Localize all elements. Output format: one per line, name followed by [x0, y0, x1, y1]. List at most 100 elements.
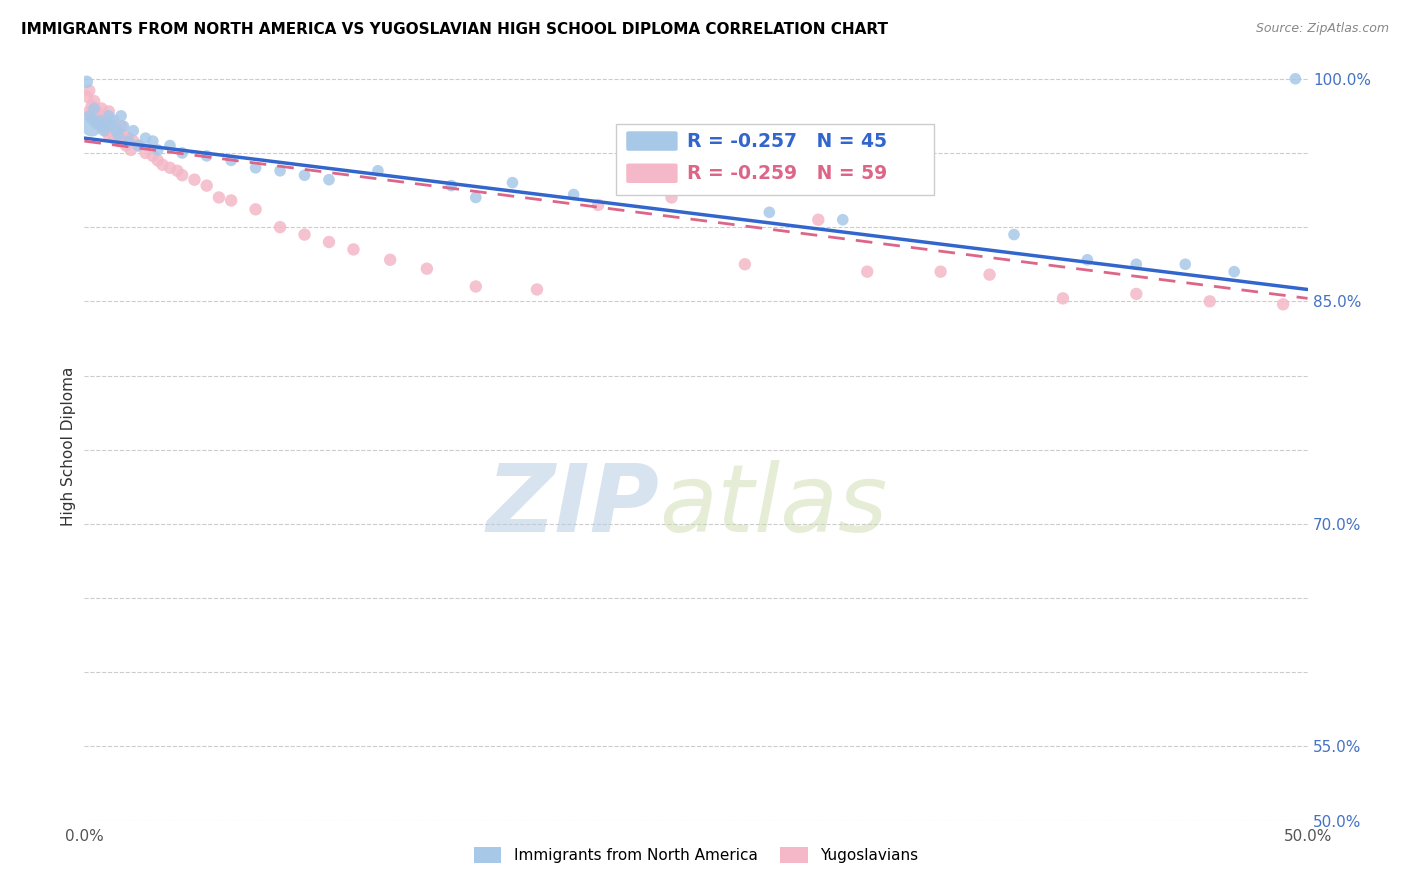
Point	[1125, 287, 1147, 301]
Point	[112, 128, 135, 143]
Point	[159, 138, 181, 153]
Point	[80, 98, 103, 112]
Point	[758, 205, 780, 219]
Point	[105, 124, 128, 138]
Point	[807, 212, 830, 227]
Point	[110, 120, 132, 134]
Point	[1223, 265, 1246, 279]
Point	[117, 131, 139, 145]
Point	[929, 265, 952, 279]
Point	[103, 113, 125, 128]
Point	[294, 227, 316, 242]
Point	[110, 109, 132, 123]
Point	[562, 187, 585, 202]
Point	[734, 257, 756, 271]
Text: R = -0.259   N = 59: R = -0.259 N = 59	[688, 164, 887, 183]
Point	[96, 116, 118, 130]
Point	[183, 172, 205, 186]
Point	[172, 168, 194, 182]
Point	[122, 124, 145, 138]
FancyBboxPatch shape	[626, 163, 678, 183]
Point	[152, 158, 174, 172]
Point	[76, 89, 98, 103]
Point	[219, 153, 242, 168]
Point	[115, 138, 138, 153]
Point	[146, 153, 169, 168]
Point	[172, 145, 194, 160]
Point	[90, 120, 112, 134]
Point	[103, 120, 125, 134]
Point	[367, 163, 389, 178]
Point	[318, 172, 340, 186]
Point	[831, 212, 853, 227]
FancyBboxPatch shape	[626, 131, 678, 151]
Point	[1284, 71, 1306, 86]
Point	[103, 131, 125, 145]
Point	[464, 279, 486, 293]
Point	[83, 94, 105, 108]
Text: Source: ZipAtlas.com: Source: ZipAtlas.com	[1256, 22, 1389, 36]
Point	[208, 190, 231, 204]
Point	[127, 138, 149, 153]
Point	[83, 102, 105, 116]
Point	[440, 178, 463, 193]
Point	[269, 163, 291, 178]
Point	[100, 120, 122, 134]
Point	[685, 183, 707, 197]
Point	[342, 243, 364, 257]
Point	[142, 149, 165, 163]
Point	[416, 261, 439, 276]
Point	[195, 178, 218, 193]
Point	[269, 220, 291, 235]
Point	[856, 265, 879, 279]
Point	[87, 109, 110, 123]
Point	[86, 116, 108, 130]
FancyBboxPatch shape	[616, 124, 935, 195]
Point	[107, 128, 129, 143]
Point	[245, 161, 267, 175]
Point	[93, 109, 115, 123]
Point	[142, 134, 165, 148]
Point	[87, 113, 110, 128]
Point	[219, 194, 242, 208]
Text: IMMIGRANTS FROM NORTH AMERICA VS YUGOSLAVIAN HIGH SCHOOL DIPLOMA CORRELATION CHA: IMMIGRANTS FROM NORTH AMERICA VS YUGOSLA…	[21, 22, 889, 37]
Point	[122, 134, 145, 148]
Text: atlas: atlas	[659, 460, 887, 551]
Point	[146, 143, 169, 157]
Point	[86, 104, 108, 119]
Point	[1174, 257, 1197, 271]
Point	[380, 252, 402, 267]
Point	[86, 116, 108, 130]
Point	[586, 198, 609, 212]
Point	[1052, 291, 1074, 305]
Point	[90, 102, 112, 116]
Point	[77, 84, 100, 98]
Point	[1125, 257, 1147, 271]
Point	[77, 104, 100, 119]
Point	[80, 120, 103, 134]
Point	[120, 143, 142, 157]
Point	[93, 124, 115, 138]
Text: ZIP: ZIP	[486, 460, 659, 552]
Point	[294, 168, 316, 182]
Point	[97, 109, 120, 123]
Point	[661, 190, 683, 204]
Point	[100, 116, 122, 130]
Legend: Immigrants from North America, Yugoslavians: Immigrants from North America, Yugoslavi…	[468, 841, 924, 869]
Point	[90, 120, 112, 134]
Point	[80, 112, 103, 126]
Point	[526, 283, 548, 297]
Point	[159, 161, 181, 175]
Point	[127, 138, 149, 153]
Point	[112, 120, 135, 134]
Point	[166, 163, 188, 178]
Point	[96, 124, 118, 138]
Point	[464, 190, 486, 204]
Point	[318, 235, 340, 249]
Point	[105, 124, 128, 138]
Point	[80, 109, 103, 123]
Point	[1272, 297, 1295, 311]
Point	[135, 131, 157, 145]
Point	[76, 75, 98, 89]
Text: R = -0.257   N = 45: R = -0.257 N = 45	[688, 131, 887, 151]
